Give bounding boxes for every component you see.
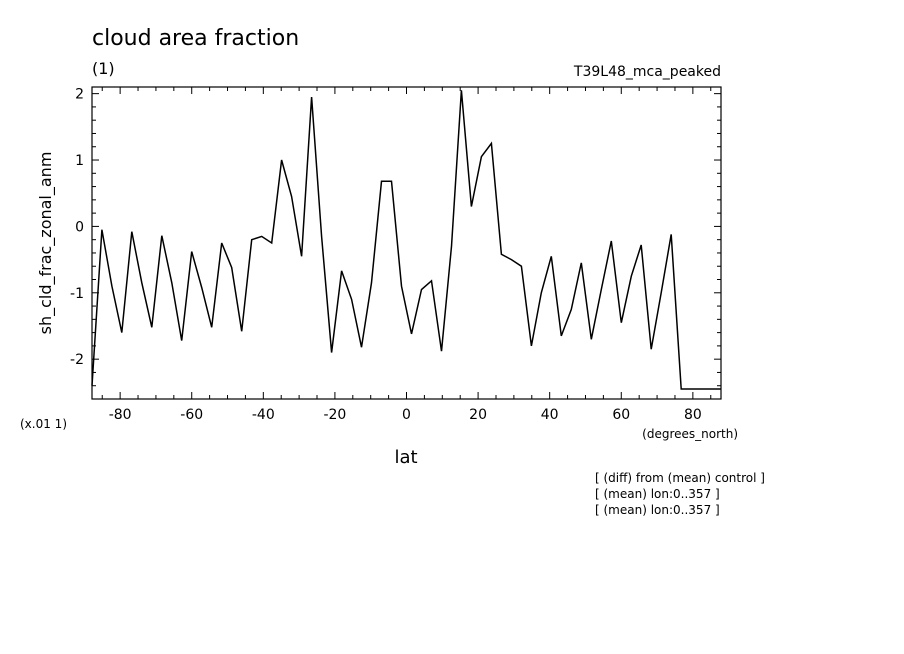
note-line: [ (diff) from (mean) control ] — [595, 471, 765, 485]
x-tick-label: 80 — [684, 407, 702, 423]
y-tick-label: 1 — [75, 153, 84, 169]
chart-title: cloud area fraction — [92, 26, 299, 51]
note-line: [ (mean) lon:0..357 ] — [595, 487, 720, 501]
y-scale-note: (x.01 1) — [20, 417, 67, 431]
x-tick-label: 60 — [612, 407, 630, 423]
x-tick-label: 40 — [541, 407, 559, 423]
units-label: (1) — [92, 59, 115, 78]
x-tick-labels: -80 -60 -40 -20 0 20 40 60 80 — [109, 407, 702, 423]
x-tick-label: -80 — [109, 407, 132, 423]
y-axis-label: sh_cld_frac_zonal_anm — [36, 152, 56, 335]
y-tick-label: -2 — [70, 352, 84, 368]
plot-frame — [91, 86, 722, 400]
x-tick-label: -60 — [180, 407, 203, 423]
axis-ticks — [92, 87, 721, 399]
x-tick-label: 0 — [402, 407, 411, 423]
x-tick-label: -20 — [323, 407, 346, 423]
y-tick-label: 2 — [75, 87, 84, 103]
run-label: T39L48_mca_peaked — [573, 64, 721, 80]
x-tick-label: -40 — [252, 407, 275, 423]
series-line — [91, 90, 721, 390]
y-tick-labels: -2 -1 0 1 2 — [70, 87, 84, 369]
x-tick-label: 20 — [469, 407, 487, 423]
x-units-label: (degrees_north) — [642, 427, 738, 441]
note-line: [ (mean) lon:0..357 ] — [595, 503, 720, 517]
y-tick-label: -1 — [70, 286, 84, 302]
x-axis-label: lat — [394, 447, 417, 468]
y-tick-label: 0 — [75, 219, 84, 235]
